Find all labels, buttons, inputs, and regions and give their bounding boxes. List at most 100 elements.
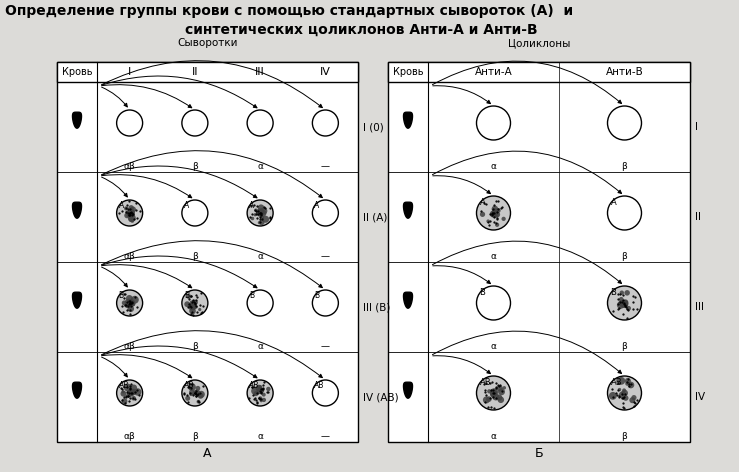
Bar	[57, 62, 358, 82]
Circle shape	[117, 200, 143, 226]
Circle shape	[189, 303, 197, 310]
Circle shape	[188, 303, 191, 307]
Circle shape	[192, 300, 195, 303]
Text: IV: IV	[695, 392, 705, 402]
Circle shape	[490, 388, 498, 396]
Text: β: β	[621, 162, 627, 171]
Circle shape	[621, 389, 628, 396]
Circle shape	[127, 388, 135, 396]
Circle shape	[131, 296, 139, 303]
Circle shape	[622, 299, 628, 305]
Text: α: α	[257, 162, 263, 171]
Circle shape	[477, 106, 511, 140]
Text: α: α	[491, 342, 497, 351]
Circle shape	[129, 389, 134, 394]
Circle shape	[494, 211, 500, 218]
Circle shape	[498, 388, 505, 395]
Circle shape	[493, 209, 498, 214]
Circle shape	[260, 215, 264, 219]
Circle shape	[128, 214, 136, 222]
Text: B: B	[119, 291, 123, 300]
Text: A: A	[184, 201, 189, 210]
Circle shape	[130, 206, 136, 212]
Text: AB: AB	[480, 378, 491, 387]
Text: AB: AB	[249, 381, 259, 390]
Circle shape	[492, 210, 496, 214]
Text: αβ: αβ	[123, 342, 135, 351]
Circle shape	[253, 213, 256, 216]
Text: α: α	[257, 432, 263, 441]
Circle shape	[189, 392, 193, 396]
Circle shape	[260, 207, 268, 214]
Circle shape	[607, 196, 641, 230]
Circle shape	[258, 204, 265, 211]
Text: IV (AB): IV (AB)	[363, 392, 398, 402]
Circle shape	[617, 301, 624, 309]
Text: β: β	[621, 252, 627, 261]
Text: β: β	[621, 342, 627, 351]
Circle shape	[251, 388, 259, 395]
Circle shape	[247, 110, 273, 136]
Text: A: A	[480, 198, 486, 207]
Circle shape	[182, 110, 208, 136]
Circle shape	[492, 209, 497, 214]
Text: Б: Б	[535, 447, 543, 460]
Circle shape	[251, 217, 254, 220]
Text: A: A	[249, 201, 254, 210]
Text: Кровь: Кровь	[392, 67, 423, 77]
Circle shape	[487, 389, 491, 394]
Bar	[388, 62, 690, 82]
Circle shape	[117, 380, 143, 406]
Circle shape	[124, 303, 129, 308]
Text: αβ: αβ	[123, 432, 135, 441]
Text: A: A	[119, 201, 124, 210]
Circle shape	[619, 297, 624, 302]
Circle shape	[125, 299, 132, 306]
Circle shape	[502, 217, 505, 221]
Text: β: β	[192, 162, 198, 171]
Circle shape	[313, 110, 338, 136]
Text: B: B	[314, 291, 319, 300]
Circle shape	[313, 200, 338, 226]
Text: α: α	[491, 162, 497, 171]
Circle shape	[132, 396, 136, 401]
Circle shape	[256, 385, 262, 391]
Circle shape	[189, 308, 196, 314]
Text: β: β	[192, 432, 198, 441]
Circle shape	[182, 200, 208, 226]
Polygon shape	[72, 202, 81, 218]
Circle shape	[259, 219, 265, 225]
Circle shape	[621, 300, 628, 307]
Circle shape	[130, 301, 135, 306]
Circle shape	[182, 380, 208, 406]
Text: II: II	[191, 67, 198, 77]
Circle shape	[259, 396, 262, 400]
Circle shape	[490, 392, 496, 397]
Circle shape	[194, 390, 199, 395]
Circle shape	[182, 290, 208, 316]
Text: Цоликлоны: Цоликлоны	[508, 38, 571, 48]
Polygon shape	[403, 382, 412, 398]
Bar	[57, 62, 358, 442]
Circle shape	[121, 390, 125, 394]
Circle shape	[618, 388, 621, 391]
Text: Сыворотки: Сыворотки	[177, 38, 238, 48]
Text: B: B	[184, 291, 189, 300]
Circle shape	[630, 397, 636, 403]
Text: B: B	[249, 291, 254, 300]
Circle shape	[477, 286, 511, 320]
Circle shape	[247, 380, 273, 406]
Text: αβ: αβ	[123, 252, 135, 261]
Circle shape	[127, 209, 134, 217]
Circle shape	[124, 206, 129, 211]
Circle shape	[258, 221, 261, 224]
Circle shape	[128, 305, 134, 312]
Circle shape	[266, 387, 270, 391]
Text: —: —	[321, 342, 330, 351]
Circle shape	[256, 392, 259, 395]
Text: IV: IV	[320, 67, 331, 77]
Circle shape	[619, 290, 624, 295]
Circle shape	[259, 210, 267, 217]
Circle shape	[198, 391, 205, 398]
Text: II: II	[695, 212, 701, 222]
